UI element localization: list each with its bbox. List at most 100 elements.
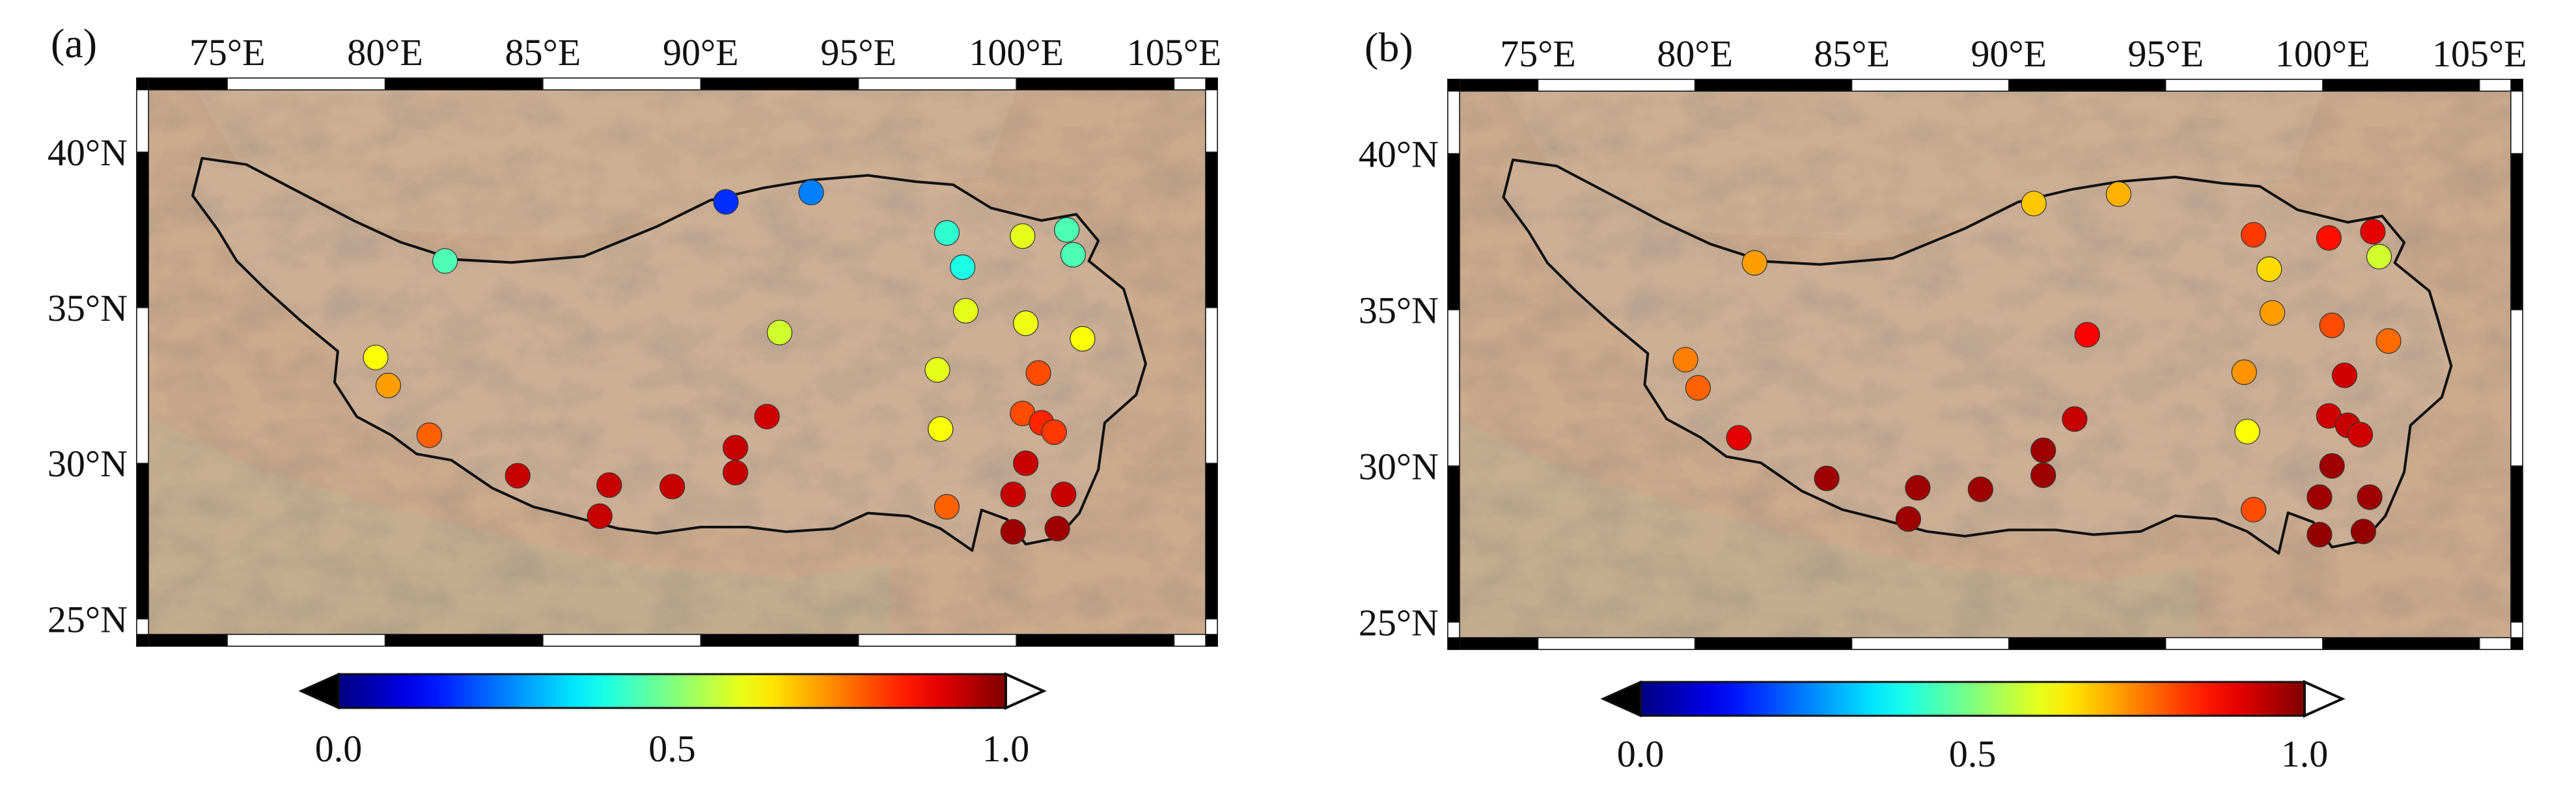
longitude-tick-label: 105°E: [1127, 31, 1222, 74]
station-marker: [1895, 506, 1921, 532]
station-marker: [2360, 219, 2386, 245]
station-marker: [2319, 312, 2345, 338]
station-marker: [2357, 484, 2383, 510]
station-marker: [2260, 300, 2286, 326]
station-marker: [713, 189, 739, 215]
station-marker: [1000, 482, 1026, 508]
station-marker: [1070, 326, 1096, 352]
longitude-tick-label: 100°E: [969, 31, 1064, 74]
station-marker: [934, 494, 960, 520]
longitude-tick-label: 80°E: [347, 31, 423, 74]
station-marker: [505, 463, 531, 489]
latitude-tick-label: 35°N: [48, 287, 128, 329]
station-marker: [2319, 453, 2345, 479]
station-marker: [1000, 519, 1026, 545]
station-marker: [723, 459, 749, 485]
station-marker: [952, 297, 979, 324]
station-marker: [2234, 418, 2260, 444]
station-marker: [1010, 223, 1036, 249]
station-marker: [2231, 359, 2257, 385]
station-marker: [1060, 241, 1086, 268]
station-marker: [659, 474, 686, 500]
colorbar-min-label: 0.0: [1617, 733, 1665, 775]
station-marker: [1685, 375, 1711, 401]
station-marker: [1905, 474, 1931, 501]
panel-label: (b): [1364, 24, 1413, 70]
relief-basemap: [148, 90, 1206, 634]
station-marker: [924, 357, 950, 383]
map-frame: [1447, 79, 2523, 650]
colorbar-gradient: [1639, 681, 2306, 717]
station-marker: [363, 344, 389, 370]
station-marker: [1967, 476, 1993, 502]
station-marker: [2062, 406, 2088, 432]
station-marker: [1013, 310, 1039, 336]
colorbar-min-extend: [298, 672, 340, 710]
panel-label: (a): [51, 20, 97, 66]
colorbar-mid-label: 0.5: [648, 727, 696, 770]
colorbar: 0.0 0.5 1.0: [298, 672, 1047, 770]
colorbar-max-label: 1.0: [2281, 733, 2329, 775]
station-marker: [928, 416, 954, 442]
longitude-tick-label: 75°E: [1500, 33, 1576, 75]
longitude-tick-label: 90°E: [663, 31, 739, 74]
station-marker: [2241, 496, 2267, 523]
station-marker: [934, 220, 960, 246]
station-marker: [1044, 515, 1070, 541]
station-marker: [2021, 191, 2047, 217]
station-marker: [2331, 362, 2358, 388]
longitude-tick-label: 90°E: [1971, 33, 2047, 75]
longitude-tick-label: 100°E: [2275, 33, 2370, 75]
station-marker: [375, 372, 402, 398]
station-marker: [416, 422, 443, 448]
station-marker: [2074, 321, 2100, 348]
station-marker: [1672, 347, 1698, 373]
colorbar: 0.0 0.5 1.0: [1600, 679, 2346, 775]
station-marker: [2347, 422, 2374, 448]
latitude-tick-label: 30°N: [1359, 445, 1439, 487]
latitude-tick-label: 35°N: [1359, 289, 1439, 331]
station-marker: [950, 254, 976, 280]
relief-basemap: [1460, 91, 2511, 638]
longitude-tick-label: 95°E: [820, 31, 896, 74]
station-marker: [2306, 484, 2333, 510]
longitude-tick-label: 85°E: [1814, 33, 1890, 75]
longitude-tick-label: 80°E: [1657, 33, 1733, 75]
longitude-tick-label: 105°E: [2432, 33, 2527, 75]
station-marker: [1726, 425, 1752, 451]
longitude-tick-label: 95°E: [2127, 33, 2204, 75]
panel-b-map: 75°E 80°E 85°E 90°E 95°E 100°E 105°E 40°N 35°N 30…: [1359, 24, 2527, 775]
station-marker: [2350, 519, 2377, 545]
station-marker: [587, 503, 613, 529]
station-marker: [754, 403, 780, 429]
station-marker: [1051, 482, 1077, 508]
station-marker: [2375, 328, 2402, 354]
station-marker: [596, 472, 622, 498]
station-marker: [2241, 222, 2267, 248]
latitude-tick-label: 30°N: [48, 442, 128, 485]
map-frame: [136, 77, 1218, 647]
colorbar-mid-label: 0.5: [1949, 733, 1997, 775]
station-marker: [766, 319, 793, 346]
station-marker: [2256, 256, 2282, 282]
station-marker: [432, 248, 458, 274]
longitude-tick-label: 85°E: [505, 31, 581, 74]
station-marker: [2306, 521, 2333, 548]
colorbar-max-extend: [1004, 672, 1047, 711]
latitude-tick-label: 40°N: [1359, 133, 1439, 175]
latitude-tick-label: 40°N: [48, 131, 128, 174]
latitude-tick-label: 25°N: [1359, 601, 1439, 644]
colorbar-max-extend: [2303, 679, 2346, 718]
station-marker: [2030, 462, 2057, 489]
station-marker: [723, 435, 749, 461]
station-marker: [2316, 225, 2342, 251]
station-marker: [1025, 360, 1051, 386]
station-marker: [2030, 437, 2057, 463]
colorbar-min-extend: [1600, 680, 1642, 718]
station-marker: [798, 180, 824, 206]
station-marker: [1041, 419, 1067, 445]
colorbar-gradient: [337, 673, 1007, 709]
longitude-tick-label: 75°E: [189, 31, 266, 74]
station-marker: [1814, 465, 1840, 491]
